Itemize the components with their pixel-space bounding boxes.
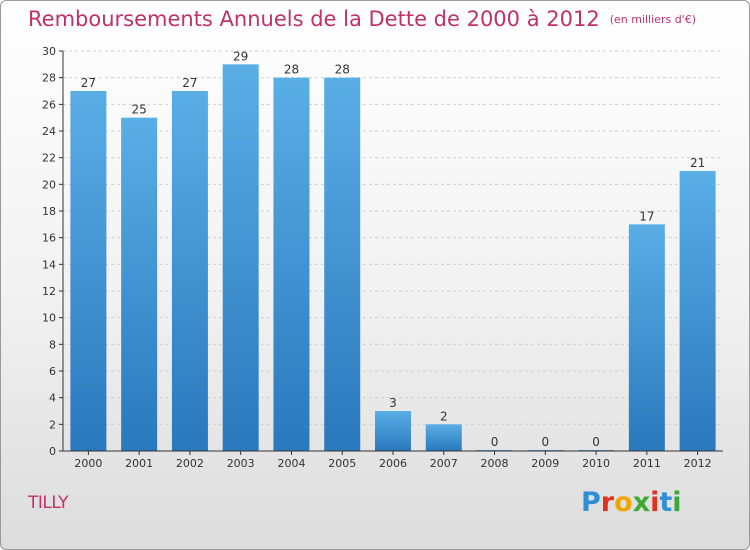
y-tick-label: 2: [49, 418, 56, 431]
proxiti-logo: Proxiti: [581, 487, 682, 518]
data-label-2006: 3: [389, 396, 397, 410]
bar-2003: [222, 64, 259, 452]
y-tick-label: 30: [42, 45, 56, 58]
y-tick-label: 20: [42, 178, 56, 191]
logo-letter: i: [672, 487, 682, 518]
data-label-2004: 28: [284, 63, 299, 77]
data-label-2001: 25: [132, 103, 147, 117]
logo-letter: i: [650, 487, 660, 518]
data-label-2005: 28: [335, 63, 350, 77]
x-tick-label-2012: 2012: [684, 457, 712, 470]
x-tick-label-2002: 2002: [176, 457, 204, 470]
y-tick-label: 22: [42, 152, 56, 165]
x-tick-label-2005: 2005: [328, 457, 356, 470]
data-label-2008: 0: [491, 435, 499, 449]
data-label-2010: 0: [592, 435, 600, 449]
y-tick-label: 10: [42, 312, 56, 325]
y-tick-label: 6: [49, 365, 56, 378]
bar-2011: [628, 224, 665, 451]
y-tick-label: 0: [49, 445, 56, 458]
x-tick-label-2008: 2008: [481, 457, 509, 470]
logo-letter: P: [581, 487, 601, 518]
data-label-2000: 27: [81, 76, 96, 90]
bar-2012: [679, 171, 716, 451]
data-label-2002: 27: [182, 76, 197, 90]
logo-letter: t: [659, 487, 673, 518]
chart-title: Remboursements Annuels de la Dette de 20…: [28, 7, 696, 31]
y-tick-label: 28: [42, 72, 56, 85]
data-label-2003: 29: [233, 49, 248, 63]
x-tick-label-2011: 2011: [633, 457, 661, 470]
y-tick-label: 26: [42, 98, 56, 111]
y-tick-label: 16: [42, 232, 56, 245]
bar-2005: [324, 77, 361, 452]
x-tick-label-2007: 2007: [430, 457, 458, 470]
data-labels: 27 25 27 29 28 28 3 2 0 0 0 17 21: [81, 49, 706, 449]
bar-2007: [425, 424, 462, 451]
grid-lines: [63, 50, 723, 425]
x-tick-label-2000: 2000: [74, 457, 102, 470]
bar-2004: [273, 77, 310, 452]
x-tick-label-2001: 2001: [125, 457, 153, 470]
y-tick-label: 18: [42, 205, 56, 218]
x-tick-label-2006: 2006: [379, 457, 407, 470]
x-tick-label-2010: 2010: [582, 457, 610, 470]
chart-title-text: Remboursements Annuels de la Dette de 20…: [28, 7, 600, 31]
y-tick-label: 4: [49, 392, 56, 405]
data-label-2009: 0: [541, 435, 549, 449]
y-tick-label: 24: [42, 125, 56, 138]
bars: [70, 64, 716, 452]
y-tick-label: 14: [42, 258, 56, 271]
chart-unit-note: (en milliers d'€): [609, 13, 696, 26]
data-label-2011: 17: [639, 209, 654, 223]
commune-name: TILLY: [28, 493, 68, 513]
y-tick-label: 8: [49, 338, 56, 351]
x-tick-label-2009: 2009: [531, 457, 559, 470]
data-label-2007: 2: [440, 409, 448, 423]
bar-2006: [375, 411, 411, 451]
x-tick-label-2004: 2004: [277, 457, 305, 470]
y-tick-label: 12: [42, 285, 56, 298]
logo-letter: o: [614, 487, 633, 518]
bar-2000: [70, 91, 107, 451]
data-label-2012: 21: [690, 156, 705, 170]
logo-letter: r: [600, 487, 615, 518]
x-tick-label-2003: 2003: [227, 457, 255, 470]
logo-letter: x: [632, 487, 651, 518]
bar-2002: [171, 91, 208, 451]
bar-2001: [121, 117, 158, 452]
